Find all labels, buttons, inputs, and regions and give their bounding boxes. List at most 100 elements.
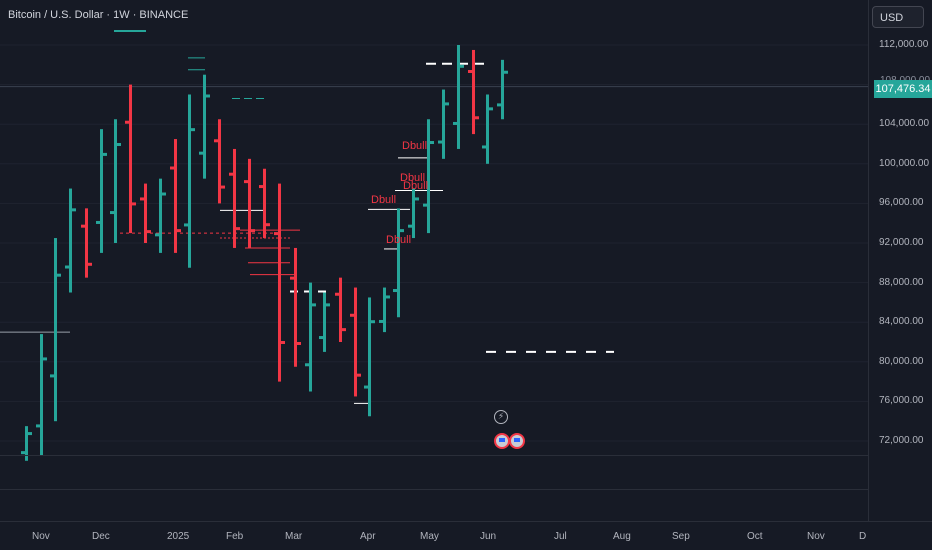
- bar-range: [457, 45, 460, 149]
- ohlc-bar: [96, 129, 107, 253]
- bar-open-tick: [379, 319, 384, 323]
- us-flag-icon[interactable]: [509, 433, 525, 449]
- bar-range: [442, 89, 445, 159]
- bar-range: [40, 334, 43, 456]
- symbol-title[interactable]: Bitcoin / U.S. Dollar · 1W · BINANCE: [8, 9, 189, 21]
- ohlc-bar: [305, 282, 316, 392]
- ohlc-bar: [497, 59, 508, 120]
- time-tick-label: May: [420, 531, 439, 542]
- ohlc-bar: [423, 119, 434, 234]
- last-price-tag: 107,476.34: [874, 80, 932, 98]
- ohlc-bar: [319, 292, 330, 352]
- ohlc-bar: [140, 183, 151, 243]
- bar-open-tick: [350, 313, 355, 317]
- bar-range: [309, 282, 312, 392]
- ohlc-bar: [125, 84, 136, 234]
- bar-close-tick: [146, 230, 151, 234]
- ohlc-bar: [36, 334, 47, 456]
- bar-open-tick: [214, 139, 219, 143]
- bar-close-tick: [176, 229, 181, 233]
- bar-open-tick: [393, 289, 398, 293]
- bar-close-tick: [296, 341, 301, 345]
- bar-range: [368, 297, 371, 417]
- bar-open-tick: [438, 140, 443, 144]
- bar-range: [486, 94, 489, 164]
- bar-open-tick: [125, 120, 130, 124]
- bar-open-tick: [408, 224, 413, 228]
- bar-range: [218, 119, 221, 204]
- ohlc-bar: [229, 148, 240, 248]
- price-tick-label: 80,000.00: [879, 355, 924, 367]
- ohlc-bar: [65, 188, 76, 293]
- bar-close-tick: [503, 70, 508, 74]
- bar-range: [144, 183, 147, 243]
- bar-range: [427, 119, 430, 234]
- pane-separator: [0, 455, 868, 456]
- ohlc-bar: [274, 183, 285, 382]
- time-tick-label: Sep: [672, 531, 690, 542]
- price-tick-label: 96,000.00: [879, 197, 924, 209]
- bar-close-tick: [311, 303, 316, 307]
- time-tick-label: Dec: [92, 531, 110, 542]
- title-indicator-line: [114, 30, 146, 32]
- ohlc-bar: [350, 287, 361, 397]
- bar-close-tick: [205, 94, 210, 98]
- bar-close-tick: [116, 143, 121, 146]
- ohlc-bar: [290, 247, 301, 367]
- lightning-icon[interactable]: ⚡: [494, 410, 508, 424]
- bar-close-tick: [280, 341, 285, 344]
- price-tick-label: 112,000.00: [879, 39, 929, 50]
- bar-range: [188, 94, 191, 268]
- bar-close-tick: [102, 152, 107, 156]
- price-chart[interactable]: [0, 0, 868, 521]
- bar-close-tick: [370, 320, 375, 324]
- price-tick-label: 76,000.00: [879, 395, 924, 407]
- time-tick-label: 2025: [167, 531, 190, 542]
- bar-open-tick: [274, 232, 279, 236]
- bar-open-tick: [65, 265, 70, 269]
- bar-open-tick: [199, 151, 204, 155]
- bar-open-tick: [140, 197, 145, 201]
- price-axis-divider: [868, 0, 869, 521]
- ohlc-bar: [468, 49, 479, 135]
- bar-open-tick: [110, 211, 115, 215]
- ohlc-bar: [335, 277, 346, 342]
- bar-close-tick: [56, 273, 61, 277]
- bar-open-tick: [453, 121, 458, 125]
- ohlc-bar: [170, 139, 181, 253]
- ohlc-bar: [408, 188, 419, 239]
- pane-separator: [0, 489, 868, 490]
- bar-close-tick: [265, 223, 270, 227]
- bar-open-tick: [96, 220, 101, 224]
- time-tick-label: Nov: [807, 531, 825, 542]
- time-tick-label: D: [859, 531, 867, 542]
- bar-close-tick: [429, 141, 434, 145]
- time-tick-label: Nov: [32, 531, 50, 542]
- currency-button[interactable]: USD: [872, 6, 924, 28]
- bar-range: [159, 178, 162, 253]
- bar-close-tick: [325, 303, 330, 307]
- bar-range: [339, 277, 342, 342]
- bar-open-tick: [50, 374, 55, 378]
- bar-close-tick: [459, 64, 464, 68]
- price-tick-label: 100,000.00: [879, 157, 930, 169]
- bar-open-tick: [497, 103, 502, 107]
- bar-range: [69, 188, 72, 293]
- bar-range: [114, 119, 117, 243]
- ohlc-bar: [482, 94, 493, 164]
- bar-range: [100, 129, 103, 253]
- bar-range: [233, 148, 236, 248]
- ohlc-bar: [438, 89, 449, 159]
- bar-close-tick: [71, 208, 76, 212]
- bar-range: [203, 74, 206, 179]
- bar-range: [294, 247, 297, 367]
- ohlc-bar: [214, 119, 225, 204]
- bar-open-tick: [305, 363, 310, 367]
- bar-close-tick: [474, 116, 479, 120]
- bar-close-tick: [399, 229, 404, 233]
- bar-close-tick: [161, 192, 166, 196]
- time-tick-label: Aug: [613, 531, 631, 542]
- bar-range: [397, 208, 400, 318]
- bar-open-tick: [290, 276, 295, 280]
- us-flag-icon[interactable]: [494, 433, 510, 449]
